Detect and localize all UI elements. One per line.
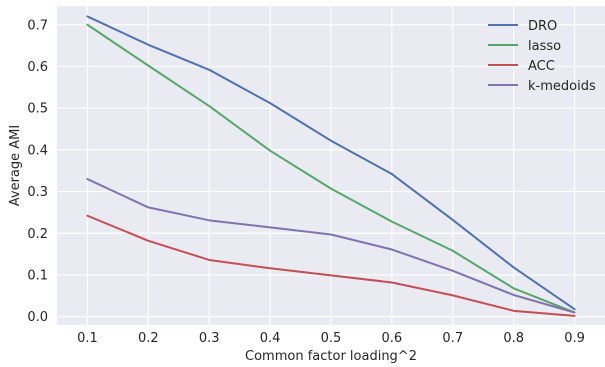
y-tick-label: 0.3: [27, 185, 48, 200]
legend-label: ACC: [528, 59, 555, 74]
series-line-k-medoids: [86, 178, 576, 314]
legend: DRO lasso ACC k-medoids: [488, 19, 596, 94]
legend-item: DRO: [488, 19, 557, 34]
y-tick-label: 0.4: [27, 143, 48, 158]
series-line-lasso: [86, 23, 576, 314]
y-tick-label: 0.7: [27, 18, 48, 33]
legend-label: lasso: [528, 39, 561, 54]
y-tick-label: 0.1: [27, 268, 48, 283]
y-tick-label: 0.5: [27, 102, 48, 117]
x-tick-label: 0.4: [260, 331, 281, 346]
y-tick-label: 0.6: [27, 60, 48, 75]
series-line-acc: [86, 214, 576, 317]
legend-item: k-medoids: [488, 79, 596, 94]
x-tick-label: 0.9: [564, 331, 585, 346]
y-tick-label: 0.2: [27, 227, 48, 242]
y-axis-label: Average AMI: [8, 125, 23, 206]
x-tick-label: 0.5: [321, 331, 342, 346]
x-tick-label: 0.7: [442, 331, 463, 346]
y-tick-label: 0.0: [27, 310, 48, 325]
x-tick-label: 0.1: [77, 331, 98, 346]
x-tick-label: 0.2: [138, 331, 159, 346]
series-line-dro: [86, 15, 576, 311]
y-axis-ticks: 0.0 0.1 0.2 0.3 0.4 0.5 0.6 0.7: [27, 18, 48, 325]
x-axis-label: Common factor loading^2: [245, 349, 417, 364]
x-tick-label: 0.8: [503, 331, 524, 346]
series-lines: [86, 15, 576, 317]
x-tick-label: 0.6: [382, 331, 403, 346]
legend-item: ACC: [488, 59, 555, 74]
x-tick-label: 0.3: [199, 331, 220, 346]
legend-label: k-medoids: [528, 79, 596, 94]
legend-label: DRO: [528, 19, 557, 34]
legend-item: lasso: [488, 39, 561, 54]
x-axis-ticks: 0.1 0.2 0.3 0.4 0.5 0.6 0.7 0.8 0.9: [77, 331, 585, 346]
